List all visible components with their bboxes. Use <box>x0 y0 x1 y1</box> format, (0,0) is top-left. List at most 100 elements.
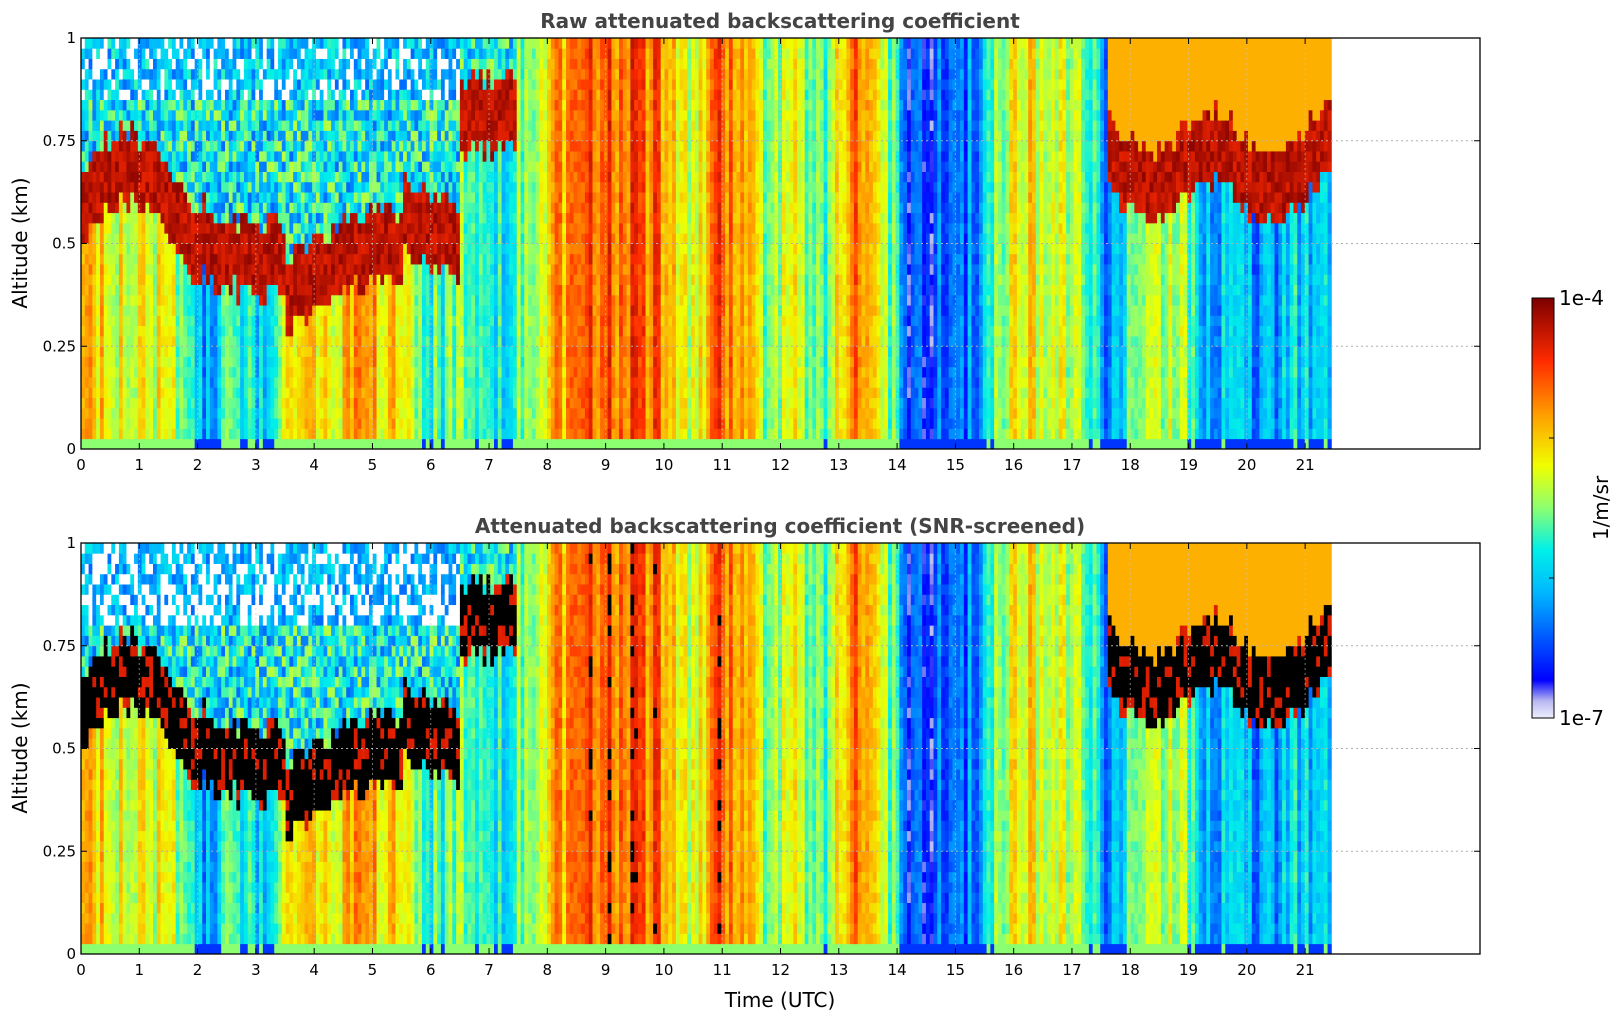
heatmap-cell <box>346 335 351 347</box>
heatmap-cell <box>433 58 438 70</box>
heatmap-cell <box>160 356 165 368</box>
heatmap-cell <box>92 68 97 80</box>
heatmap-cell <box>331 428 336 440</box>
heatmap-cell <box>543 68 548 80</box>
heatmap-cell <box>255 325 260 337</box>
heatmap-cell <box>156 315 161 327</box>
heatmap-cell <box>475 171 480 183</box>
heatmap-cell <box>221 346 226 357</box>
heatmap-cell <box>171 151 177 162</box>
heatmap-cell <box>224 325 230 337</box>
heatmap-cell <box>327 253 332 265</box>
heatmap-cell <box>103 120 108 131</box>
heatmap-cell <box>459 397 465 409</box>
heatmap-cell <box>425 109 430 121</box>
heatmap-cell <box>187 335 192 347</box>
heatmap-cell <box>262 274 268 285</box>
heatmap-cell <box>190 233 196 244</box>
heatmap-cell <box>475 243 480 255</box>
heatmap-cell <box>308 222 313 234</box>
heatmap-cell <box>300 222 305 234</box>
heatmap-cell <box>259 171 264 183</box>
heatmap-cell <box>122 48 127 59</box>
heatmap-cell <box>206 397 211 409</box>
heatmap-cell <box>429 264 434 275</box>
heatmap-cell <box>459 418 465 429</box>
heatmap-cell <box>92 48 97 59</box>
heatmap-cell <box>92 140 97 152</box>
heatmap-cell <box>171 356 177 368</box>
heatmap-cell <box>255 264 260 275</box>
heatmap-cell <box>296 397 302 409</box>
heatmap-cell <box>183 89 188 101</box>
heatmap-cell <box>315 212 321 224</box>
heatmap-cell <box>387 284 393 296</box>
heatmap-cell <box>505 68 510 80</box>
heatmap-cell <box>528 264 533 275</box>
heatmap-cell <box>156 387 161 399</box>
heatmap-cell <box>164 202 169 214</box>
heatmap-cell <box>103 243 108 255</box>
heatmap-cell <box>130 264 135 275</box>
heatmap-cell <box>509 274 514 285</box>
heatmap-cell <box>543 294 548 306</box>
heatmap-cell <box>338 438 343 449</box>
heatmap-cell <box>103 335 108 347</box>
heatmap-cell <box>81 99 86 111</box>
heatmap-cell <box>512 140 518 152</box>
heatmap-cell <box>512 366 518 378</box>
heatmap-cell <box>240 233 245 244</box>
heatmap-cell <box>160 68 165 80</box>
heatmap-cell <box>160 140 165 152</box>
heatmap-cell <box>160 274 165 285</box>
heatmap-cell <box>251 284 256 296</box>
heatmap-cell <box>384 79 389 90</box>
heatmap-cell <box>88 335 93 347</box>
heatmap-cell <box>433 438 438 449</box>
heatmap-cell <box>509 397 514 409</box>
heatmap-cell <box>240 325 245 337</box>
heatmap-cell <box>122 428 127 440</box>
heatmap-cell <box>456 253 461 265</box>
heatmap-cell <box>255 222 260 234</box>
heatmap-cell <box>505 284 510 296</box>
heatmap-cell <box>395 407 400 419</box>
heatmap-cell <box>459 274 465 285</box>
heatmap-cell <box>171 181 177 193</box>
heatmap-cell <box>380 192 385 203</box>
heatmap-cell <box>213 428 218 440</box>
heatmap-cell <box>107 377 112 388</box>
heatmap-cell <box>232 222 237 234</box>
heatmap-cell <box>323 120 328 131</box>
heatmap-cell <box>107 68 112 80</box>
heatmap-cell <box>486 407 491 419</box>
heatmap-cell <box>209 377 215 388</box>
heatmap-cell <box>437 233 442 244</box>
heatmap-cell <box>501 356 506 368</box>
heatmap-cell <box>236 305 241 316</box>
heatmap-cell <box>134 315 139 327</box>
heatmap-cell <box>346 68 351 80</box>
heatmap-cell <box>202 140 207 152</box>
heatmap-cell <box>547 428 552 440</box>
heatmap-cell <box>115 161 120 172</box>
heatmap-cell <box>194 89 199 101</box>
heatmap-cell <box>103 38 108 49</box>
heatmap-cell <box>152 397 158 409</box>
heatmap-cell <box>543 356 548 368</box>
heatmap-cell <box>213 397 218 409</box>
heatmap-cell <box>414 366 419 378</box>
heatmap-cell <box>422 407 427 419</box>
heatmap-cell <box>350 38 355 49</box>
heatmap-cell <box>141 233 146 244</box>
heatmap-cell <box>459 264 465 275</box>
heatmap-cell <box>505 305 510 316</box>
heatmap-cell <box>463 233 468 244</box>
heatmap-cell <box>115 438 120 449</box>
heatmap-cell <box>122 377 127 388</box>
heatmap-cell <box>293 428 298 440</box>
heatmap-cell <box>141 315 146 327</box>
heatmap-cell <box>539 428 544 440</box>
heatmap-cell <box>490 377 495 388</box>
heatmap-cell <box>512 418 518 429</box>
